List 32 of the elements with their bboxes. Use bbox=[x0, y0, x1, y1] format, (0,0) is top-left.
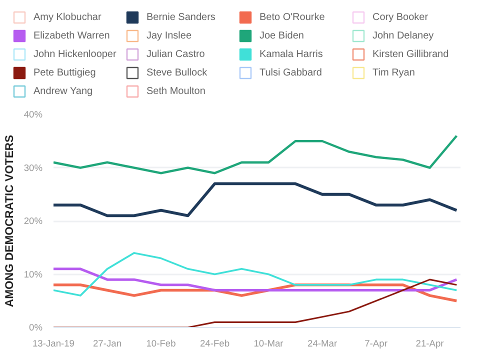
legend-label: Cory Booker bbox=[372, 12, 429, 23]
y-tick-label: 0% bbox=[29, 322, 42, 332]
legend-label: Joe Biden bbox=[260, 30, 304, 42]
y-tick-label: 20% bbox=[24, 216, 42, 226]
legend-label: Amy Klobuchar bbox=[34, 12, 102, 23]
legend-label: Pete Buttigieg bbox=[34, 68, 96, 78]
legend-label: Andrew Yang bbox=[34, 86, 93, 97]
legend-label: Seth Moulton bbox=[146, 86, 206, 97]
x-tick-label: 7-Apr bbox=[364, 338, 388, 348]
y-tick-label: 30% bbox=[24, 162, 42, 173]
legend-label: John Delaney bbox=[372, 30, 434, 42]
x-tick-label: 10-Feb bbox=[146, 338, 176, 348]
x-tick-label: 24-Mar bbox=[308, 338, 338, 348]
legend-label: Tulsi Gabbard bbox=[260, 68, 322, 78]
legend-label: Kirsten Gillibrand bbox=[372, 49, 449, 60]
x-tick-label: 24-Feb bbox=[200, 338, 230, 348]
y-tick-label: 10% bbox=[24, 269, 42, 280]
x-tick-label: 27-Jan bbox=[92, 338, 122, 348]
legend-label: Kamala Harris bbox=[260, 49, 323, 60]
legend-label: Bernie Sanders bbox=[146, 12, 216, 23]
y-tick-label: 40% bbox=[24, 110, 42, 120]
legend-label: Jay Inslee bbox=[146, 30, 192, 42]
legend-label: Beto O'Rourke bbox=[260, 12, 326, 23]
legend-label: John Hickenlooper bbox=[34, 49, 117, 60]
legend-label: Julian Castro bbox=[146, 49, 206, 60]
x-tick-label: 10-Mar bbox=[254, 338, 284, 348]
legend-label: Steve Bullock bbox=[146, 68, 208, 78]
y-axis-title: AMONG DEMOCRATIC VOTERS bbox=[4, 134, 16, 308]
legend-label: Elizabeth Warren bbox=[34, 30, 110, 42]
x-tick-label: 13-Jan-19 bbox=[32, 338, 75, 348]
legend-label: Tim Ryan bbox=[372, 68, 415, 78]
x-tick-label: 21-Apr bbox=[416, 338, 444, 348]
